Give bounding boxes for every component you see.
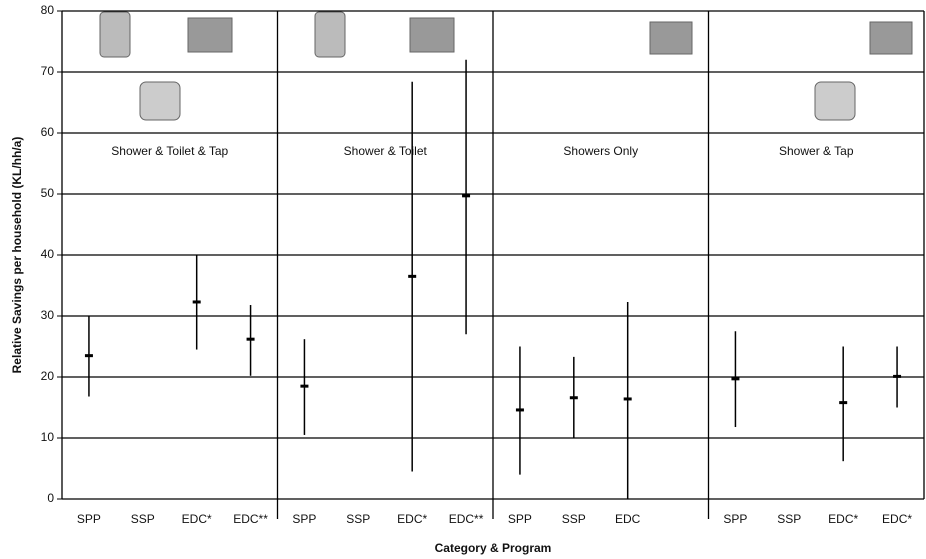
x-tick-label: EDC*	[882, 512, 912, 526]
x-tick-label: EDC*	[397, 512, 427, 526]
x-axis-label: Category & Program	[435, 541, 552, 555]
x-tick-label: EDC**	[233, 512, 268, 526]
group-label: Shower & Tap	[779, 144, 854, 158]
y-tick-label: 80	[41, 3, 55, 17]
x-tick-label: SSP	[562, 512, 586, 526]
y-tick-label: 70	[41, 64, 55, 78]
x-tick-label: EDC*	[182, 512, 212, 526]
y-tick-label: 50	[41, 186, 55, 200]
group-label: Showers Only	[563, 144, 638, 158]
x-tick-label: SSP	[777, 512, 801, 526]
y-axis-label: Relative Savings per household (KL/hh/a)	[10, 137, 24, 374]
x-tick-label: EDC	[615, 512, 641, 526]
x-tick-label: SPP	[292, 512, 316, 526]
group-label: Shower & Toilet	[344, 144, 428, 158]
group-label: Shower & Toilet & Tap	[111, 144, 228, 158]
y-tick-label: 0	[47, 491, 54, 505]
x-tick-label: SPP	[77, 512, 101, 526]
y-tick-label: 30	[41, 308, 55, 322]
y-tick-label: 10	[41, 430, 55, 444]
y-tick-label: 40	[41, 247, 55, 261]
x-tick-label: EDC**	[449, 512, 484, 526]
x-tick-label: SSP	[346, 512, 370, 526]
x-tick-label: SPP	[508, 512, 532, 526]
icons	[99, 11, 913, 121]
x-tick-label: SSP	[131, 512, 155, 526]
y-tick-label: 60	[41, 125, 55, 139]
x-tick-label: EDC*	[828, 512, 858, 526]
y-tick-label: 20	[41, 369, 55, 383]
x-tick-label: SPP	[723, 512, 747, 526]
